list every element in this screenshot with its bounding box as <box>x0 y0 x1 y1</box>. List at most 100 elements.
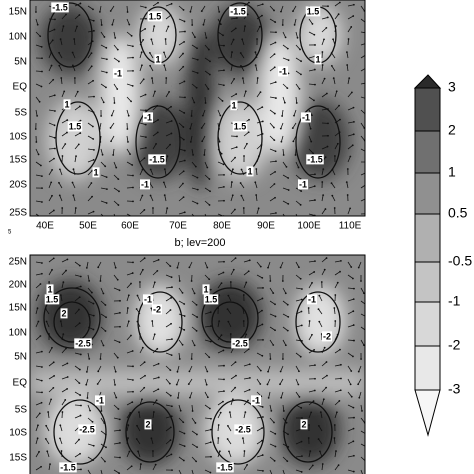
wind-vector-head <box>257 155 260 158</box>
wind-vector <box>292 5 297 12</box>
wind-vector-head <box>178 358 181 360</box>
wind-vector <box>295 57 302 62</box>
wind-vector-head <box>361 410 363 412</box>
wind-vector-head <box>314 260 316 263</box>
wind-vector-head <box>201 140 204 143</box>
contour-label-box <box>297 179 309 190</box>
wind-vector <box>113 261 117 268</box>
wind-vector <box>126 425 129 432</box>
wind-vector-head <box>135 438 138 440</box>
wind-vector-head <box>78 322 81 325</box>
wind-vector <box>35 44 42 48</box>
wind-vector <box>282 430 289 435</box>
wind-vector <box>334 260 341 263</box>
wind-vector-head <box>311 333 313 336</box>
wind-vector-head <box>62 25 65 28</box>
wind-vector-head <box>335 411 338 414</box>
wind-vector <box>113 417 120 420</box>
wind-vector-head <box>248 388 251 391</box>
wind-vector <box>87 135 94 140</box>
wind-vector-head <box>240 64 242 67</box>
wind-vector-head <box>357 370 360 373</box>
wind-vector-head <box>353 416 355 419</box>
wind-vector-head <box>233 77 236 80</box>
wind-vector-head <box>352 355 354 358</box>
wind-vector-head <box>162 181 165 184</box>
wind-vector-head <box>99 358 102 360</box>
wind-vector-head <box>101 153 104 156</box>
wind-vector-head <box>352 310 355 313</box>
wind-vector <box>100 300 106 306</box>
wind-vector <box>165 14 171 20</box>
wind-vector <box>48 79 54 85</box>
wind-vector-head <box>144 6 147 9</box>
wind-vector <box>243 464 248 471</box>
contour-label-box <box>232 121 248 132</box>
wind-vector-head <box>58 181 60 184</box>
y-tick-label: 25S <box>9 208 27 219</box>
wind-vector <box>295 187 302 192</box>
wind-vector <box>241 195 245 202</box>
wind-vector-head <box>110 140 112 143</box>
wind-vector <box>334 451 337 458</box>
wind-vector <box>321 375 328 380</box>
wind-vector-head <box>39 164 42 167</box>
wind-vector-head <box>151 77 153 79</box>
wind-vector <box>61 270 67 276</box>
wind-vector <box>165 378 171 384</box>
wind-vector-head <box>58 307 61 310</box>
wind-vector <box>308 320 310 328</box>
wind-vector <box>334 105 340 111</box>
wind-vector <box>126 83 133 87</box>
wind-vector <box>191 287 195 294</box>
wind-vector-head <box>220 152 223 155</box>
wind-vector <box>87 313 94 317</box>
wind-vector <box>113 161 117 168</box>
wind-vector <box>59 438 63 445</box>
wind-vector-head <box>89 409 92 412</box>
wind-vector-head <box>71 181 74 184</box>
contour-label: -1 <box>114 68 122 78</box>
wind-vector-head <box>274 81 277 84</box>
wind-vector-head <box>130 282 132 285</box>
wind-vector-head <box>207 219 209 221</box>
wind-vector <box>126 465 132 471</box>
wind-vector-head <box>188 266 191 269</box>
wind-vector-head <box>275 97 277 99</box>
wind-vector <box>61 119 68 124</box>
wind-vector-head <box>92 328 95 331</box>
wind-vector-head <box>207 88 210 90</box>
wind-vector <box>35 351 42 354</box>
wind-vector <box>191 213 195 216</box>
wind-vector <box>136 425 141 432</box>
wind-vector-head <box>194 422 197 424</box>
wind-vector <box>334 2 341 7</box>
wind-vector-head <box>352 15 355 17</box>
wind-vector <box>177 365 180 372</box>
wind-vector <box>87 40 93 46</box>
wind-vector-head <box>135 308 138 310</box>
wind-vector-head <box>182 170 185 173</box>
wind-vector <box>204 417 212 420</box>
wind-vector <box>217 109 221 116</box>
colorbar-segment <box>414 261 441 303</box>
wind-vector <box>126 412 131 419</box>
wind-vector <box>178 5 184 11</box>
wind-vector <box>217 321 220 328</box>
wind-vector <box>152 363 159 367</box>
wind-vector-head <box>169 426 172 429</box>
wind-vector-head <box>287 189 290 191</box>
wind-vector <box>113 213 116 216</box>
wind-vector-head <box>85 370 88 373</box>
wind-vector-head <box>236 135 238 138</box>
wind-vector <box>217 412 222 419</box>
wind-vector <box>204 187 211 192</box>
wind-vector <box>321 257 327 263</box>
wind-vector-head <box>36 307 39 310</box>
wind-vector <box>152 399 157 406</box>
wind-vector-head <box>78 438 80 441</box>
wind-vector-head <box>183 112 186 114</box>
wind-vector <box>269 469 273 474</box>
wind-vector <box>74 26 78 33</box>
wind-vector-head <box>274 150 277 153</box>
